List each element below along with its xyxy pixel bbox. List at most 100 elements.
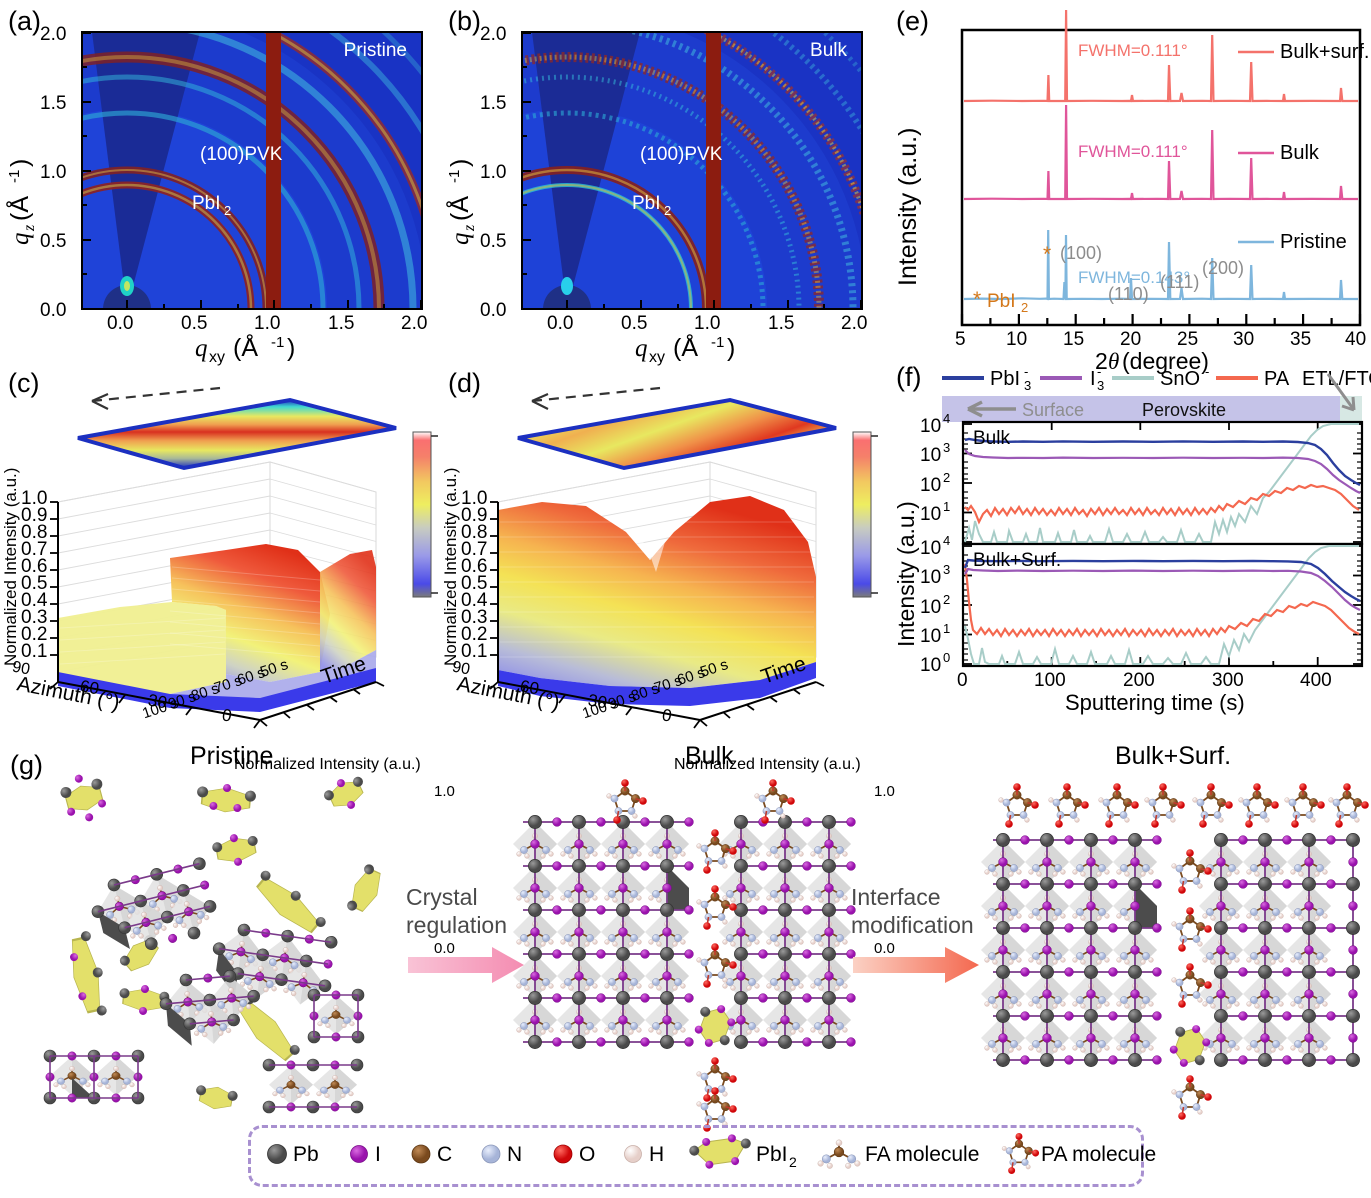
svg-text:θ: θ — [1108, 349, 1119, 374]
panel-b-xtick-0: 0.0 — [547, 313, 574, 334]
panel-a-ytick-0: 0.0 — [40, 300, 67, 321]
svg-text:3: 3 — [943, 562, 950, 577]
panel-d-xlabel: Azimuth (°) — [454, 672, 604, 728]
svg-text:Normalized Intensity (a.u.): Normalized Intensity (a.u.) — [1, 468, 20, 666]
panel-c-ztick-7: 0.3 — [21, 607, 48, 628]
panel-a-ytick-3: 1.5 — [40, 93, 67, 114]
legend-label-n: N — [507, 1143, 522, 1166]
panel-f-bulk-surf-title: Bulk+Surf. — [973, 550, 1061, 571]
svg-text:(100)PVK: (100)PVK — [640, 144, 723, 165]
panel-c-ztick-2: 0.8 — [21, 522, 48, 543]
panel-b-xtick-3: 1.5 — [768, 313, 795, 334]
svg-text:Intensity (a.u.): Intensity (a.u.) — [894, 128, 922, 286]
arrow1-line1: Crystal — [406, 884, 478, 910]
panel-d-ztick-8: 0.2 — [461, 624, 488, 645]
panel-f-ytick-bot-4: 10 4 — [920, 533, 964, 559]
interface-modification-arrow: Interface modification — [845, 875, 1005, 995]
svg-text:4: 4 — [943, 533, 950, 548]
panel-e-xtick-5: 30 — [1233, 329, 1255, 350]
panel-a-ytick-1: 0.5 — [40, 231, 67, 252]
legend-atom-o-icon — [553, 1144, 573, 1164]
legend-atom-pb-icon — [267, 1144, 287, 1164]
svg-text:2: 2 — [943, 592, 950, 607]
legend-fa-icon — [816, 1138, 862, 1170]
legend-atom-h-icon — [624, 1145, 642, 1163]
svg-text:-1: -1 — [271, 334, 284, 351]
panel-f-xtick-4: 400 — [1300, 670, 1332, 691]
panel-f-ytick-top-2: 10 2 — [920, 470, 964, 496]
panel-b-ytick-4: 2.0 — [480, 24, 507, 45]
svg-text:2: 2 — [943, 470, 950, 485]
panel-d-ztick-7: 0.3 — [461, 607, 488, 628]
svg-text:): ) — [446, 159, 474, 167]
svg-text:Intensity (a.u.): Intensity (a.u.) — [893, 501, 919, 647]
svg-text:): ) — [727, 334, 735, 362]
svg-text:-1: -1 — [6, 170, 23, 183]
panel-f-legend: PbI 3 - I 3 - SnO - PA ETL/FTO — [938, 362, 1371, 394]
panel-b-xtick-4: 2.0 — [841, 313, 868, 334]
panel-f-xlabel: Sputtering time (s) — [1065, 690, 1245, 715]
panel-e-label: (e) — [896, 6, 929, 36]
panel-b-ytick-2: 1.0 — [480, 162, 507, 183]
panel-c-xlabel: Azimuth (°) — [14, 672, 164, 728]
svg-text:PbI: PbI — [987, 291, 1016, 312]
panel-b-label: (b) — [448, 6, 481, 36]
panel-f-depth-band: Surface Perovskite — [942, 396, 1362, 422]
panel-d-zlabel: Normalized Intensity (a.u.) — [436, 440, 466, 670]
svg-text:(Å: (Å — [673, 332, 698, 362]
panel-f-xtick-3: 300 — [1212, 670, 1244, 691]
svg-text:-1: -1 — [711, 334, 724, 351]
svg-text:0: 0 — [943, 650, 950, 665]
panel-g-label: (g) — [10, 750, 43, 780]
panel-d-ztick-1: 0.9 — [461, 505, 488, 526]
panel-f-ytick-bot-2: 10 2 — [920, 592, 964, 618]
panel-g-title-pristine: Pristine — [190, 742, 274, 770]
svg-text:10: 10 — [920, 538, 941, 559]
legend-label-c: C — [437, 1143, 452, 1166]
panel-c-label: (c) — [8, 368, 40, 398]
panel-c-ztick-5: 0.5 — [21, 573, 48, 594]
svg-text:(100)PVK: (100)PVK — [200, 144, 283, 165]
panel-b-ytick-0: 0.0 — [480, 300, 507, 321]
crystal-regulation-arrow: Crystal regulation — [400, 875, 550, 995]
svg-text:PbI: PbI — [632, 193, 661, 214]
arrow2-line1: Interface — [851, 884, 941, 910]
panel-f-ytick-top-3: 10 3 — [920, 440, 964, 466]
svg-text:q: q — [7, 233, 34, 246]
panel-e-xtick-0: 5 — [955, 329, 966, 350]
panel-d-label: (d) — [448, 368, 481, 398]
bulk-surf-crystal-structure — [981, 780, 1370, 1121]
svg-text:PbI: PbI — [192, 193, 221, 214]
panel-c-plot — [20, 382, 440, 729]
svg-text:-1: -1 — [446, 170, 463, 183]
svg-text:PbI: PbI — [990, 368, 1020, 390]
panel-c-colorbar-min: 0.0 — [434, 940, 455, 957]
arrow1-line2: regulation — [406, 912, 507, 938]
svg-text:10: 10 — [920, 416, 941, 437]
panel-b-ytick-3: 1.5 — [480, 93, 507, 114]
panel-a-xtick-2: 1.0 — [254, 313, 281, 334]
panel-e-xlabel: 2 θ (degree) — [1095, 347, 1255, 375]
panel-b-plot: Bulk (100)PVK PbI 2 — [521, 31, 863, 310]
panel-c-ztick-6: 0.4 — [21, 590, 48, 611]
panel-f-subplot-bulk-surf: Bulk+Surf. — [961, 542, 1364, 668]
panel-b-xlabel: q xy (Å -1 ) — [635, 332, 775, 366]
panel-f-xtick-1: 100 — [1034, 670, 1066, 691]
panel-e-plot — [960, 9, 1362, 327]
panel-d-ztick-2: 0.8 — [461, 522, 488, 543]
panel-d-ztick-0: 1.0 — [461, 488, 488, 509]
svg-text:z: z — [461, 224, 478, 232]
panel-d-plot — [460, 382, 880, 729]
panel-e-pbi2-key: * PbI 2 — [973, 286, 1053, 315]
legend-atom-n-icon — [481, 1144, 501, 1164]
panel-c-zlabel: Normalized Intensity (a.u.) — [0, 440, 26, 670]
panel-a-xtick-1: 0.5 — [181, 313, 208, 334]
panel-a-label: (a) — [8, 6, 41, 36]
svg-text:10: 10 — [920, 445, 941, 466]
legend-label-h: H — [649, 1143, 664, 1166]
legend-label-pb: Pb — [293, 1143, 319, 1166]
panel-a-ylabel: q z (Å -1 ) — [4, 95, 38, 265]
panel-d-ztick-3: 0.7 — [461, 539, 488, 560]
panel-d-colorbar-title: Normalized Intensity (a.u.) — [674, 756, 861, 773]
panel-b: (b) q z (Å -1 ) — [440, 0, 880, 366]
